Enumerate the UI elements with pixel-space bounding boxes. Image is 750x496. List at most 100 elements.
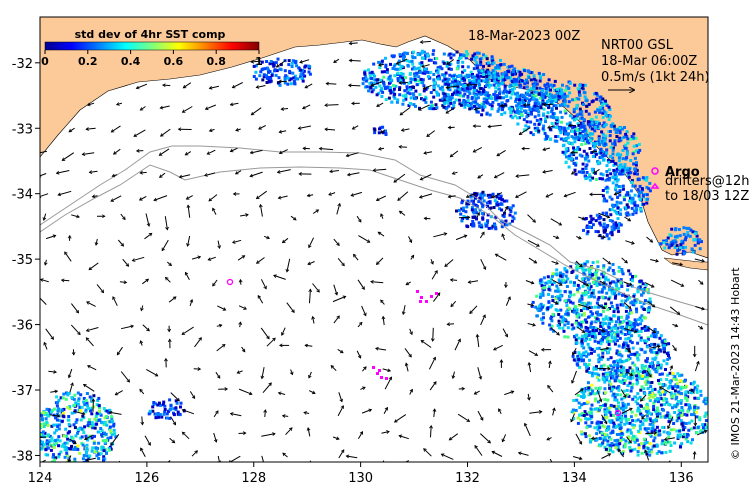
sst-pixel bbox=[477, 69, 481, 73]
sst-pixel bbox=[71, 436, 75, 440]
sst-pixel bbox=[590, 127, 594, 131]
current-arrowhead bbox=[445, 110, 450, 114]
sst-pixel bbox=[438, 86, 442, 90]
sst-pixel bbox=[695, 388, 699, 391]
sst-pixel bbox=[573, 83, 577, 87]
current-arrowhead bbox=[60, 278, 65, 283]
sst-pixel bbox=[102, 423, 106, 426]
sst-pixel bbox=[580, 113, 584, 117]
sst-pixel bbox=[388, 74, 392, 78]
current-arrow bbox=[326, 83, 337, 85]
sst-pixel bbox=[381, 90, 385, 94]
sst-pixel bbox=[400, 77, 404, 80]
sst-pixel bbox=[64, 434, 68, 438]
sst-pixel bbox=[573, 115, 577, 119]
sst-pixel bbox=[609, 403, 613, 407]
current-arrowhead bbox=[297, 126, 302, 130]
sst-pixel bbox=[441, 73, 445, 77]
sst-pixel bbox=[636, 392, 640, 396]
current-arrowhead bbox=[257, 294, 261, 299]
sst-pixel bbox=[601, 336, 605, 339]
sst-pixel bbox=[617, 269, 621, 273]
sst-pixel bbox=[613, 307, 617, 311]
sst-pixel bbox=[608, 411, 612, 415]
sst-pixel bbox=[577, 97, 581, 101]
current-arrow bbox=[208, 194, 218, 202]
sst-pixel bbox=[42, 422, 46, 426]
sst-pixel bbox=[563, 335, 567, 339]
current-arrow bbox=[160, 105, 170, 109]
sst-pixel bbox=[525, 115, 529, 119]
sst-pixel bbox=[543, 132, 547, 135]
sst-pixel bbox=[699, 429, 703, 433]
current-arrowhead bbox=[602, 305, 606, 310]
sst-pixel bbox=[429, 58, 433, 62]
sst-pixel bbox=[76, 402, 80, 406]
sst-pixel bbox=[40, 434, 43, 438]
sst-pixel bbox=[686, 231, 690, 234]
sst-pixel bbox=[559, 308, 563, 312]
sst-pixel bbox=[463, 69, 467, 73]
sst-pixel bbox=[582, 311, 586, 315]
sst-pixel bbox=[509, 96, 513, 100]
sst-pixel bbox=[168, 416, 172, 420]
sst-pixel bbox=[543, 117, 547, 121]
sst-pixel bbox=[112, 428, 116, 432]
sst-pixel bbox=[541, 89, 544, 92]
sst-pixel bbox=[684, 245, 687, 249]
current-arrow bbox=[519, 127, 531, 136]
sst-pixel bbox=[415, 83, 419, 87]
sst-pixel bbox=[485, 80, 489, 83]
sst-pixel bbox=[70, 466, 73, 469]
sst-pixel bbox=[640, 288, 644, 292]
sst-pixel bbox=[598, 122, 601, 126]
sst-pixel bbox=[74, 434, 78, 438]
current-arrow bbox=[597, 304, 606, 310]
sst-pixel bbox=[603, 230, 607, 234]
sst-pixel bbox=[646, 197, 650, 201]
sst-pixel bbox=[633, 156, 637, 160]
sst-pixel bbox=[276, 81, 280, 85]
sst-pixel bbox=[601, 106, 605, 110]
current-arrowhead bbox=[613, 192, 618, 196]
sst-pixel bbox=[684, 403, 688, 407]
sst-pixel bbox=[460, 102, 464, 106]
sst-pixel bbox=[578, 153, 582, 157]
sst-pixel bbox=[522, 101, 525, 104]
sst-pixel bbox=[505, 223, 509, 227]
current-arrowhead bbox=[423, 216, 428, 221]
sst-pixel bbox=[626, 288, 630, 292]
sst-pixel bbox=[621, 345, 625, 349]
current-arrowhead bbox=[292, 216, 297, 221]
sst-pixel bbox=[478, 224, 482, 228]
sst-pixel bbox=[510, 64, 514, 68]
sst-pixel bbox=[658, 336, 662, 340]
sst-pixel bbox=[554, 308, 558, 312]
current-arrow bbox=[378, 63, 384, 66]
current-arrow bbox=[421, 64, 430, 68]
sst-pixel bbox=[461, 100, 465, 104]
current-arrowhead bbox=[487, 124, 491, 129]
current-arrow bbox=[217, 305, 226, 311]
sst-pixel bbox=[52, 453, 55, 457]
sst-pixel bbox=[586, 307, 590, 311]
sst-pixel bbox=[98, 406, 101, 409]
current-arrowhead bbox=[325, 81, 329, 86]
current-arrow bbox=[495, 253, 507, 261]
sst-pixel bbox=[625, 151, 629, 155]
current-arrow bbox=[279, 130, 287, 133]
sst-pixel bbox=[587, 352, 590, 356]
sst-pixel bbox=[490, 79, 494, 83]
current-arrow bbox=[644, 282, 655, 288]
sst-pixel bbox=[525, 78, 528, 82]
sst-pixel bbox=[487, 85, 491, 89]
sst-pixel bbox=[473, 56, 477, 60]
sst-pixel bbox=[571, 354, 575, 358]
sst-pixel bbox=[587, 366, 590, 370]
sst-pixel bbox=[595, 372, 599, 376]
sst-pixel bbox=[470, 208, 474, 212]
sst-pixel bbox=[546, 88, 550, 92]
sst-pixel bbox=[168, 408, 172, 412]
sst-pixel bbox=[404, 93, 408, 97]
sst-pixel bbox=[614, 320, 618, 324]
